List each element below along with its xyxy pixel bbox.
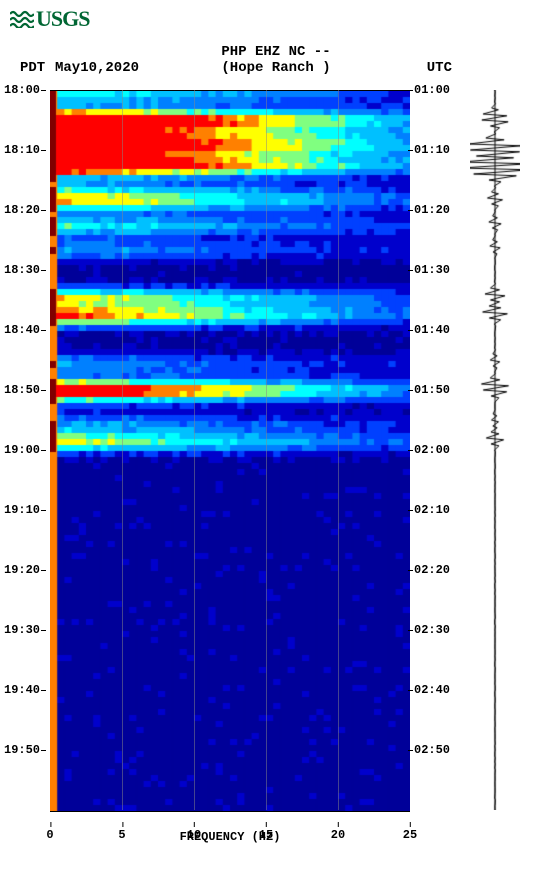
date-label: May10,2020: [55, 60, 139, 76]
ytick-left: 18:40: [4, 323, 40, 337]
ytick-right: 02:40: [414, 683, 450, 697]
ytick-right: 01:20: [414, 203, 450, 217]
tz-right-label: UTC: [427, 60, 452, 76]
ytick-left: 18:10: [4, 143, 40, 157]
ytick-left: 19:10: [4, 503, 40, 517]
ytick-left: 19:20: [4, 563, 40, 577]
ytick-right: 02:20: [414, 563, 450, 577]
ytick-right: 02:10: [414, 503, 450, 517]
usgs-logo: USGS: [0, 0, 552, 40]
usgs-waves-icon: [10, 8, 34, 34]
ytick-left: 19:40: [4, 683, 40, 697]
ytick-right: 01:10: [414, 143, 450, 157]
amplitude-trace: [470, 90, 520, 810]
ytick-left: 19:30: [4, 623, 40, 637]
ytick-right: 01:40: [414, 323, 450, 337]
ytick-right: 01:00: [414, 83, 450, 97]
ytick-left: 19:00: [4, 443, 40, 457]
ytick-left: 18:50: [4, 383, 40, 397]
ytick-left: 18:00: [4, 83, 40, 97]
channel-label: PHP EHZ NC --: [221, 44, 330, 60]
tz-left-label: PDT: [20, 60, 45, 76]
ytick-right: 01:30: [414, 263, 450, 277]
y-axis-left: 18:0018:1018:2018:3018:4018:5019:0019:10…: [4, 90, 48, 810]
ytick-right: 02:00: [414, 443, 450, 457]
ytick-left: 18:30: [4, 263, 40, 277]
spectrogram-canvas: [50, 90, 410, 812]
ytick-left: 18:20: [4, 203, 40, 217]
ytick-right: 02:30: [414, 623, 450, 637]
ytick-left: 19:50: [4, 743, 40, 757]
y-axis-right: 01:0001:1001:2001:3001:4001:5002:0002:10…: [414, 90, 458, 810]
x-axis-label: FREQUENCY (HZ): [50, 830, 410, 844]
plot-area: 18:0018:1018:2018:3018:4018:5019:0019:10…: [50, 90, 410, 810]
ytick-right: 01:50: [414, 383, 450, 397]
usgs-logo-text: USGS: [36, 6, 89, 31]
ytick-right: 02:50: [414, 743, 450, 757]
station-label: (Hope Ranch ): [221, 60, 330, 76]
